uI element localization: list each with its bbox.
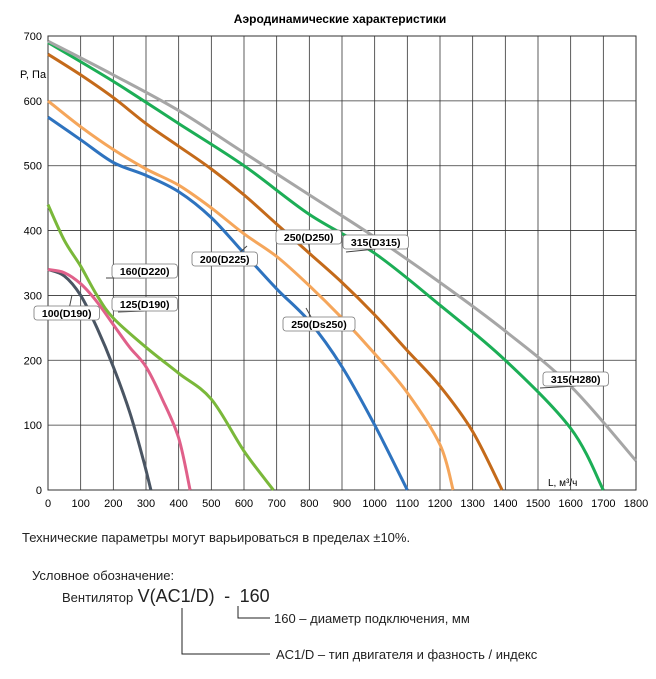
code-separator: - [219,586,236,606]
series-line-250ds250 [47,99,455,491]
series-label: 100(D190) [33,294,100,321]
series-label-box [282,316,356,332]
y-tick-label: 300 [24,290,42,302]
x-tick-label: 1400 [493,498,517,510]
x-tick-label: 1000 [362,498,386,510]
series-line-125d190 [46,203,275,491]
series-label-box [111,263,178,279]
code-prefix: Вентилятор [62,590,134,605]
y-tick-label: 200 [24,355,42,367]
series-label: 160(D220) [106,263,178,279]
type-explanation: AC1/D – тип двигателя и фазность / индек… [276,647,538,662]
series-label: 125(D190) [111,296,178,313]
x-tick-label: 1600 [558,498,582,510]
series-line-100d190 [47,268,153,491]
series-label: 315(D315) [342,234,409,253]
chart-series-labels: 100(D190) 160(D220) 125(D190) 200(D225) 250(… [33,229,609,389]
code-size: 160 [239,586,270,606]
series-label-text: 125(D190) [120,299,170,311]
y-tick-label: 100 [24,420,42,432]
chart-axes: 0 100 200 300 400 500 600 700 800 900 1000 1100 1200… [24,31,649,510]
x-tick-label: 1800 [624,498,648,510]
series-label: 315(H280) [539,371,609,389]
x-tick-label: 1200 [428,498,452,510]
size-bracket [237,606,270,619]
series-label: 250(D250) [275,229,342,253]
x-tick-label: 1500 [526,498,550,510]
x-tick-label: 1300 [460,498,484,510]
x-tick-label: 600 [235,498,253,510]
x-tick-label: 300 [137,498,155,510]
x-tick-label: 100 [71,498,89,510]
x-tick-label: 900 [333,498,351,510]
x-tick-label: 1700 [591,498,615,510]
type-bracket [181,608,270,655]
series-label-text: 315(H280) [551,374,601,386]
x-tick-label: 700 [267,498,285,510]
series-line-250d250 [47,52,504,491]
tolerance-note: Технические параметры могут варьироватьс… [22,530,411,545]
series-label-box [275,229,342,245]
y-tick-label: 400 [24,226,42,238]
designation-code: Вентилятор V(AC1/D) - 160 [62,586,270,607]
x-tick-label: 800 [300,498,318,510]
chart-grid [47,35,637,491]
series-label-box [191,251,258,267]
x-tick-label: 400 [169,498,187,510]
series-label: 200(D225) [191,245,258,267]
series-label-box [342,234,409,250]
series-label-text: 250(Ds250) [291,319,346,331]
size-explanation: 160 – диаметр подключения, мм [274,611,470,626]
chart-title: Аэродинамические характеристики [234,12,447,26]
series-label-text: 100(D190) [42,308,92,320]
series-line-315h280 [47,39,638,462]
series-label-box [542,371,609,387]
y-tick-label: 500 [24,161,42,173]
series-label-text: 250(D250) [284,232,334,244]
code-model: V(AC1/D) [137,586,215,606]
y-tick-label: 600 [24,96,42,108]
series-label-leader [345,248,376,253]
series-label-box [111,296,178,312]
series-label-box [33,305,100,321]
x-tick-label: 500 [202,498,220,510]
y-tick-label: 0 [36,485,42,497]
aerodynamic-chart: Аэродинамические характеристики 0 100 200 3… [20,12,649,510]
series-label-text: 315(D315) [351,237,401,249]
chart-series [46,39,638,491]
designation-title: Условное обозначение: [32,568,175,583]
x-tick-label: 1100 [396,498,420,510]
series-line-160d220 [47,268,192,491]
x-tick-label: 200 [104,498,122,510]
x-axis-label: L, м³/ч [548,478,577,489]
series-label: 250(Ds250) [282,307,356,332]
series-label-leader [308,243,311,253]
series-line-200d225 [47,115,409,491]
series-label-text: 160(D220) [120,266,170,278]
y-tick-label: 700 [24,31,42,43]
x-tick-label: 0 [45,498,51,510]
series-label-text: 200(D225) [200,254,250,266]
y-axis-label: P, Па [20,69,47,81]
